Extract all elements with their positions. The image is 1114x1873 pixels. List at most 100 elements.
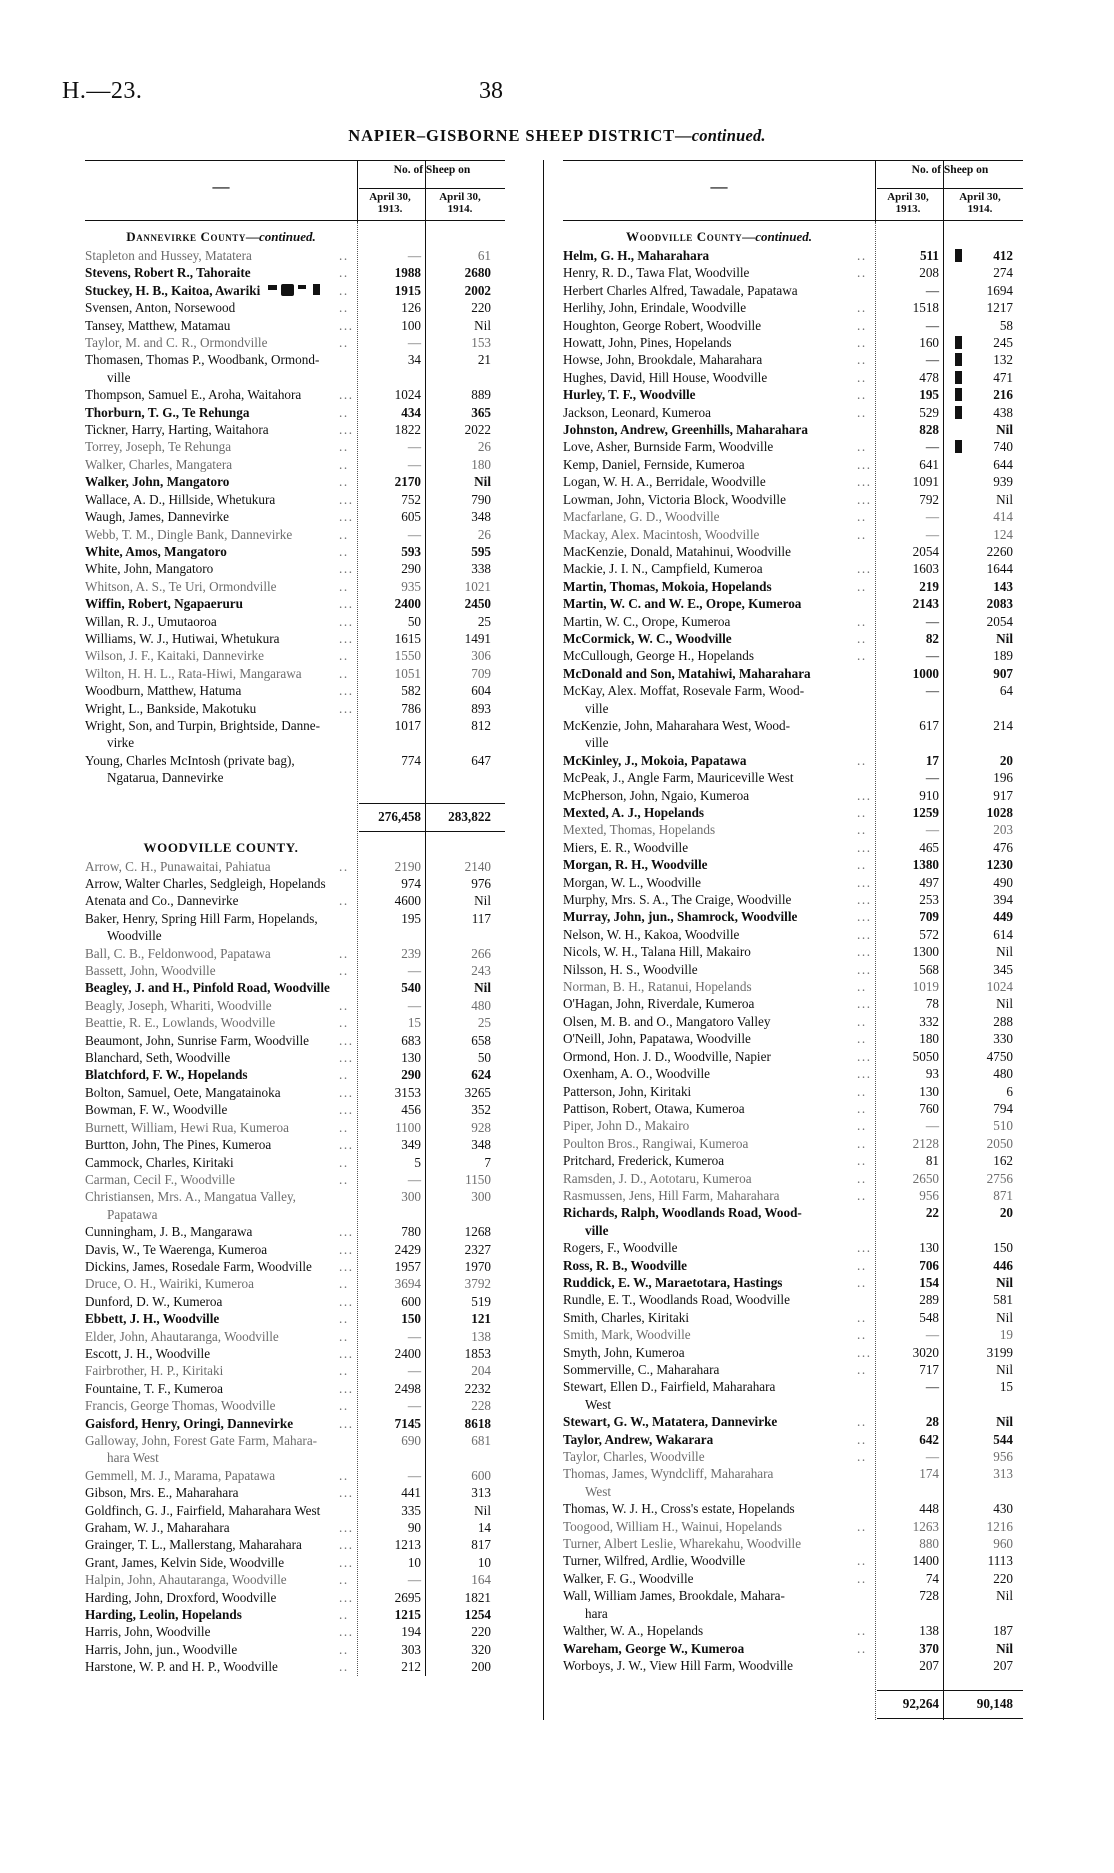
- sheep-count-1913: 497: [919, 874, 939, 890]
- table-row: Walker, Charles, Mangatera.. — 180: [85, 456, 505, 473]
- owner-name: Kemp, Daniel, Fernside, Kumeroa: [563, 456, 745, 472]
- sheep-count-1913: 828: [919, 422, 939, 438]
- sheep-count-1913: 195: [401, 910, 421, 926]
- owner-name: Rasmussen, Jens, Hill Farm, Maharahara: [563, 1187, 780, 1203]
- table-row: Torrey, Joseph, Te Rehunga.. — 26: [85, 438, 505, 455]
- sheep-count-1914: 1694: [986, 282, 1013, 298]
- owner-name: Bassett, John, Woodville: [85, 963, 216, 979]
- sheep-count-1914: 614: [993, 926, 1013, 942]
- leader-dots: ..: [857, 1327, 867, 1343]
- sheep-count-1913: 465: [919, 839, 939, 855]
- leader-dots: ..: [339, 1015, 349, 1031]
- leader-dots: ...: [339, 509, 354, 525]
- sheep-count-1914: 150: [993, 1240, 1013, 1256]
- leader-dots: ...: [857, 909, 872, 925]
- sheep-count-1914: 1024: [986, 979, 1013, 995]
- sheep-count-1913: 219: [919, 578, 939, 594]
- owner-name-continued: Ngatarua, Dannevirke: [107, 770, 224, 786]
- sheep-count-1913: 15: [407, 1015, 421, 1031]
- table-row: Ball, C. B., Feldonwood, Papatawa.. 239 26…: [85, 945, 505, 962]
- sheep-count-1913: 300: [401, 1189, 421, 1205]
- county-heading-continued: —continued.: [246, 229, 316, 244]
- table-row: Webb, T. M., Dingle Bank, Dannevirke.. — 2…: [85, 526, 505, 543]
- leader-dots: ...: [339, 1293, 354, 1309]
- sheep-count-1914: 1216: [986, 1518, 1013, 1534]
- ink-blot-mark: [955, 405, 962, 419]
- leader-dots: ...: [339, 630, 354, 646]
- sheep-count-1913: 17: [925, 752, 939, 768]
- sheep-count-1913: 572: [919, 926, 939, 942]
- sheep-count-1914: 740: [993, 439, 1013, 455]
- table-row: Thomasen, Thomas P., Woodbank, Ormond-vi…: [85, 351, 505, 386]
- county-heading-text: Dannevirke County: [126, 229, 247, 244]
- sheep-count-1913: 81: [925, 1153, 939, 1169]
- table-row: Howse, John, Brookdale, Maharahara.. — 132: [563, 351, 1023, 368]
- leader-dots: ...: [339, 1102, 354, 1118]
- owner-name: Wall, William James, Brookdale, Mahara-: [563, 1588, 785, 1604]
- owner-name: Mexted, A. J., Hopelands: [563, 805, 705, 820]
- sheep-count-1913: —: [925, 613, 939, 629]
- table-row: McPherson, John, Ngaio, Kumeroa... 910 917: [563, 787, 1023, 804]
- table-row: Wareham, George W., Kumeroa.. 370 Nil: [563, 1640, 1023, 1657]
- sheep-count-1914: 207: [993, 1657, 1013, 1673]
- sheep-count-1914: 352: [471, 1102, 491, 1118]
- owner-name: Woodburn, Matthew, Hatuma: [85, 683, 242, 699]
- table-row: Atenata and Co., Dannevirke.. 4600 Nil: [85, 892, 505, 909]
- table-row: Mackie, J. I. N., Campfield, Kumeroa... 1…: [563, 560, 1023, 577]
- table-row: Rasmussen, Jens, Hill Farm, Maharahara..…: [563, 1187, 1023, 1204]
- leader-dots: ..: [339, 665, 349, 681]
- sheep-count-1913: 709: [919, 909, 939, 925]
- sheep-count-1913: 478: [919, 369, 939, 385]
- table-row: White, John, Mangatoro... 290 338: [85, 560, 505, 577]
- sheep-count-1913: 548: [919, 1309, 939, 1325]
- leader-dots: ...: [339, 1589, 354, 1605]
- sheep-count-1914: 2327: [464, 1241, 491, 1257]
- sheep-count-1914: Nil: [996, 944, 1013, 960]
- sheep-count-1913: 540: [401, 980, 421, 996]
- table-row: McKenzie, John, Maharahara West, Wood-vi…: [563, 717, 1023, 752]
- sheep-count-1913: 2190: [394, 858, 421, 874]
- leader-dots: ..: [339, 1067, 349, 1083]
- sheep-count-1913: —: [925, 509, 939, 525]
- owner-name-continued: hara West: [107, 1450, 159, 1466]
- table-row: Howatt, John, Pines, Hopelands.. 160 245: [563, 334, 1023, 351]
- sheep-count-1914: 1021: [464, 578, 491, 594]
- sheep-count-1914: 790: [471, 491, 491, 507]
- sheep-count-1913: 2400: [394, 1345, 421, 1361]
- owner-name: Arrow, Walter Charles, Sedgleigh, Hopela…: [85, 876, 326, 891]
- sheep-count-1913: 706: [919, 1257, 939, 1273]
- table-row: Lowman, John, Victoria Block, Woodville.…: [563, 491, 1023, 508]
- leader-dots: ..: [339, 1154, 349, 1170]
- sheep-count-1913: 2170: [394, 474, 421, 490]
- sheep-count-1914: 907: [993, 665, 1013, 681]
- leader-dots: ..: [857, 335, 867, 351]
- sheep-count-1913: 195: [919, 387, 939, 403]
- leader-dots: ..: [857, 369, 867, 385]
- total-spacer: [85, 787, 505, 803]
- owner-name: Patterson, John, Kiritaki: [563, 1083, 692, 1099]
- total-1913: 92,264: [902, 1696, 939, 1712]
- sheep-count-1913: 1603: [912, 561, 939, 577]
- table-row: Smith, Mark, Woodville.. — 19: [563, 1326, 1023, 1343]
- table-row: Harstone, W. P. and H. P., Woodville.. 21…: [85, 1658, 505, 1675]
- table-row: Dickins, James, Rosedale Farm, Woodville…: [85, 1258, 505, 1275]
- sheep-count-1914: 438: [993, 404, 1013, 420]
- table-row: Kemp, Daniel, Fernside, Kumeroa... 641 644: [563, 456, 1023, 473]
- table-row: Burtton, John, The Pines, Kumeroa... 349 3…: [85, 1136, 505, 1153]
- leader-dots: ..: [857, 1013, 867, 1029]
- leader-dots: ..: [857, 630, 867, 646]
- table-row: Murphy, Mrs. S. A., The Craige, Woodvill…: [563, 891, 1023, 908]
- owner-name: Gemmell, M. J., Marama, Papatawa: [85, 1467, 276, 1483]
- table-row: Wilton, H. H. L., Rata-Hiwi, Mangarawa..…: [85, 665, 505, 682]
- center-divider-rule: [543, 160, 544, 1720]
- owner-name: McKinley, J., Mokoia, Papatawa: [563, 752, 747, 768]
- owner-name: Ross, R. B., Woodville: [563, 1257, 687, 1273]
- owner-name: Herbert Charles Alfred, Tawadale, Papata…: [563, 282, 798, 298]
- sheep-count-1913: 126: [401, 300, 421, 316]
- sheep-count-1914: 21: [477, 352, 491, 368]
- table-row: Ormond, Hon. J. D., Woodville, Napier...…: [563, 1048, 1023, 1065]
- table-row: Beaumont, John, Sunrise Farm, Woodville.…: [85, 1032, 505, 1049]
- sheep-count-1914: 3792: [464, 1276, 491, 1292]
- owner-name: Love, Asher, Burnside Farm, Woodville: [563, 439, 774, 455]
- sheep-count-1913: —: [925, 439, 939, 455]
